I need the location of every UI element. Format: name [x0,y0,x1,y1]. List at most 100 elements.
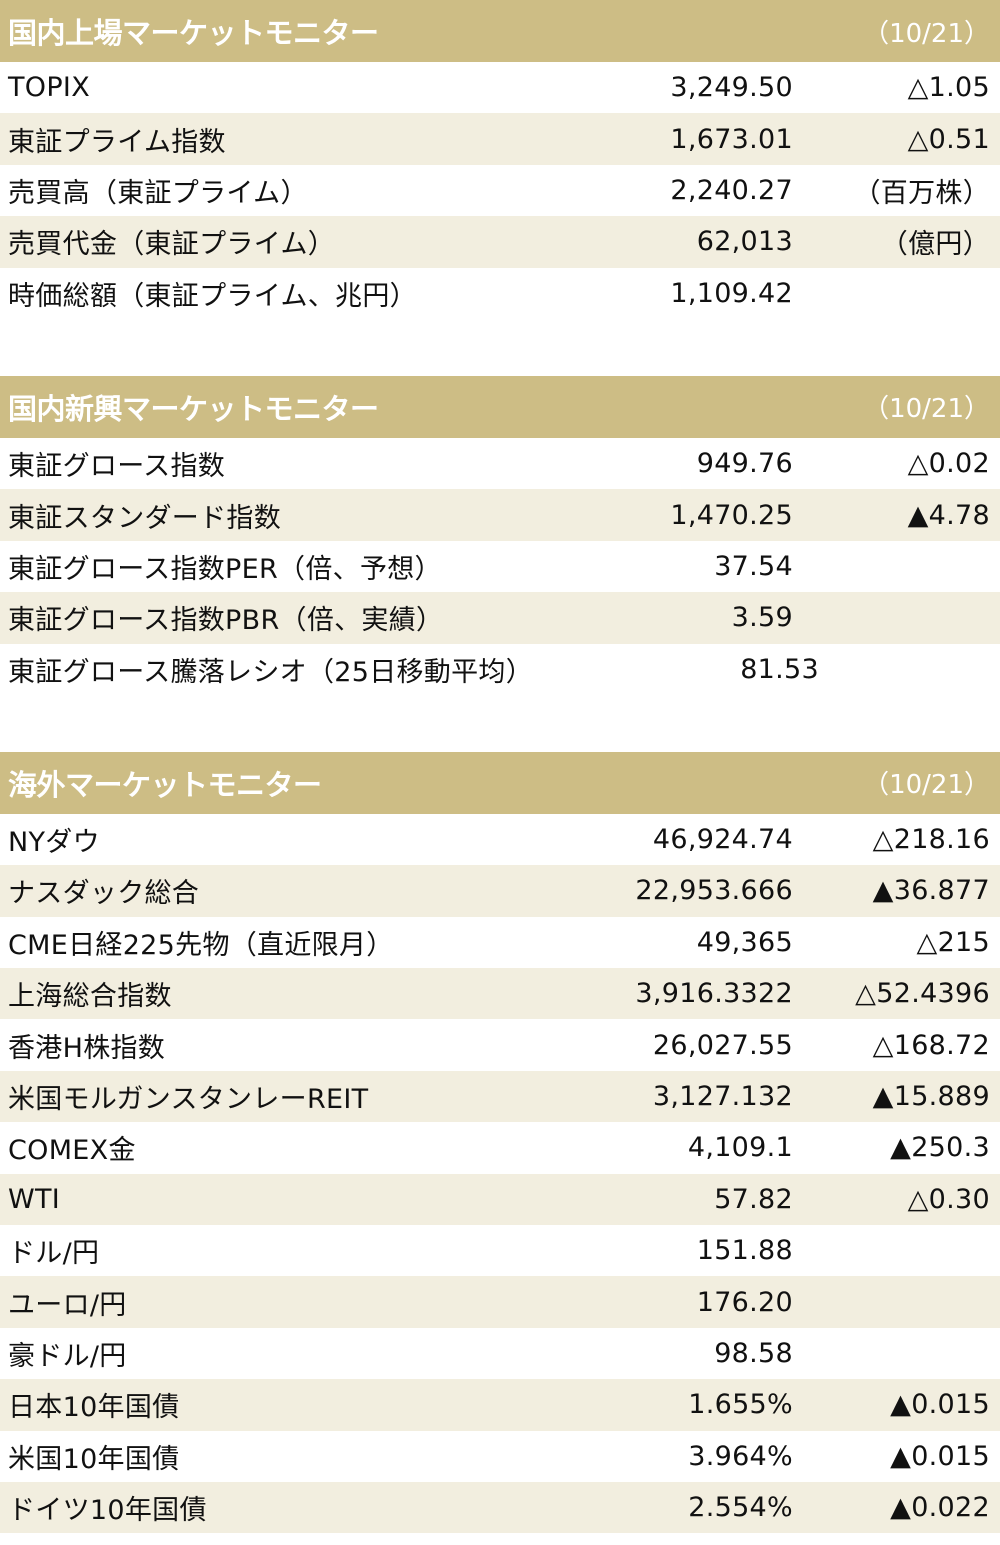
table-row: TOPIX 3,249.50 △1.05 [0,62,1000,113]
row-value: 22,953.666 [635,875,793,907]
row-name: 東証グロース指数PER（倍、予想） [8,553,442,585]
table-row: 米国モルガンスタンレーREIT 3,127.132 ▲15.889 [0,1070,1000,1123]
row-name: TOPIX [8,72,90,104]
row-name: 東証スタンダード指数 [8,502,281,534]
row-value: 3,127.132 [652,1081,793,1113]
overseas-section: 海外マーケットモニター （10/21） NYダウ 46,924.74 △218.… [0,751,1000,1534]
table-row: 売買高（東証プライム） 2,240.27 （百万株） [0,165,1000,216]
table-row: 東証グロース指数PER（倍、予想） 37.54 [0,541,1000,592]
section-header: 国内上場マーケットモニター （10/21） [0,0,1000,62]
row-value: 3.59 [731,602,793,634]
row-value: 46,924.74 [652,824,793,856]
section-title: 国内新興マーケットモニター [8,391,379,426]
row-name: ドイツ10年国債 [8,1495,207,1527]
row-name: 東証グロース指数PBR（倍、実績） [8,605,444,637]
domestic-listed-section: 国内上場マーケットモニター （10/21） TOPIX 3,249.50 △1.… [0,0,1000,319]
table-row: 東証グロース指数 949.76 △0.02 [0,438,1000,489]
row-name: 米国モルガンスタンレーREIT [8,1084,369,1116]
section-date: （10/21） [863,394,990,425]
table-row: NYダウ 46,924.74 △218.16 [0,814,1000,865]
row-name: NYダウ [8,827,100,859]
table-row: CME日経225先物（直近限月） 49,365 △215 [0,917,1000,968]
table-row: COMEX金 4,109.1 ▲250.3 [0,1122,1000,1173]
row-value: 949.76 [696,448,793,480]
row-value: 2.554% [688,1492,793,1524]
domestic-emerging-section: 国内新興マーケットモニター （10/21） 東証グロース指数 949.76 △0… [0,375,1000,695]
row-name: 東証プライム指数 [8,126,226,158]
row-change: △168.72 [872,1029,990,1061]
section-spacer [0,695,1000,752]
row-name: WTI [8,1183,61,1215]
table-row: 東証スタンダード指数 1,470.25 ▲4.78 [0,489,1000,541]
row-value: 81.53 [740,653,819,685]
table-row: 米国10年国債 3.964% ▲0.015 [0,1431,1000,1482]
row-change: （億円） [880,229,990,261]
row-value: 3,249.50 [670,72,793,104]
section-header: 国内新興マーケットモニター （10/21） [0,375,1000,438]
table-row: ユーロ/円 176.20 [0,1276,1000,1328]
table-row: ナスダック総合 22,953.666 ▲36.877 [0,865,1000,917]
row-value: 57.82 [714,1183,793,1215]
section-title: 海外マーケットモニター [8,767,322,802]
row-change: △52.4396 [855,978,990,1010]
row-name: ナスダック総合 [8,878,200,910]
row-value: 1,470.25 [670,499,793,531]
row-name: 豪ドル/円 [8,1341,127,1372]
table-row: 東証グロース指数PBR（倍、実績） 3.59 [0,592,1000,644]
row-change: △0.51 [907,123,990,155]
row-value: 3,916.3322 [635,978,793,1010]
row-change: ▲0.015 [890,1440,990,1472]
row-value: 1.655% [688,1389,793,1421]
row-value: 151.88 [696,1235,793,1267]
row-value: 4,109.1 [687,1132,793,1164]
row-value: 98.58 [714,1338,793,1369]
table-row: 売買代金（東証プライム） 62,013 （億円） [0,216,1000,268]
row-name: 米国10年国債 [8,1443,180,1475]
row-value: 176.20 [696,1286,793,1318]
table-row: 時価総額（東証プライム、兆円） 1,109.42 [0,268,1000,319]
table-row: 香港H株指数 26,027.55 △168.72 [0,1019,1000,1070]
row-name: 上海総合指数 [8,981,172,1013]
row-value: 49,365 [696,926,793,958]
row-name: COMEX金 [8,1135,136,1167]
row-change: ▲15.889 [872,1081,990,1113]
table-row: ドル/円 151.88 [0,1225,1000,1276]
table-row: WTI 57.82 △0.30 [0,1173,1000,1226]
table-row: 東証プライム指数 1,673.01 △0.51 [0,113,1000,165]
row-name: 東証グロース騰落レシオ（25日移動平均） [8,656,534,688]
row-change: △0.02 [907,448,990,480]
row-value: 37.54 [714,550,793,582]
row-change: ▲0.015 [890,1389,990,1421]
row-name: 売買高（東証プライム） [8,177,308,209]
row-name: 売買代金（東証プライム） [8,229,336,261]
row-change: ▲250.3 [890,1132,990,1164]
row-name: 時価総額（東証プライム、兆円） [8,280,417,312]
row-value: 1,109.42 [670,277,793,309]
row-change: △218.16 [872,824,990,856]
row-value: 26,027.55 [652,1029,793,1061]
section-date: （10/21） [863,770,990,801]
row-name: 日本10年国債 [8,1392,180,1424]
row-change: △1.05 [907,72,990,104]
section-spacer [0,319,1000,376]
table-row: 豪ドル/円 98.58 [0,1328,1000,1379]
row-change: ▲36.877 [872,875,990,907]
table-row: 上海総合指数 3,916.3322 △52.4396 [0,968,1000,1020]
row-value: 1,673.01 [670,123,793,155]
section-date: （10/21） [863,18,990,49]
row-value: 62,013 [696,226,793,258]
row-value: 2,240.27 [670,174,793,206]
table-row: ドイツ10年国債 2.554% ▲0.022 [0,1481,1000,1534]
row-change: ▲0.022 [890,1492,990,1524]
section-header: 海外マーケットモニター （10/21） [0,751,1000,814]
row-change: （百万株） [853,177,990,209]
row-name: ユーロ/円 [8,1289,127,1321]
table-row: 東証グロース騰落レシオ（25日移動平均） 81.53 [0,644,1000,695]
row-change: △0.30 [907,1183,990,1215]
table-row: 日本10年国債 1.655% ▲0.015 [0,1379,1000,1431]
row-value: 3.964% [688,1440,793,1472]
row-name: ドル/円 [8,1238,100,1270]
row-name: 東証グロース指数 [8,451,226,483]
row-change: ▲4.78 [907,499,990,531]
